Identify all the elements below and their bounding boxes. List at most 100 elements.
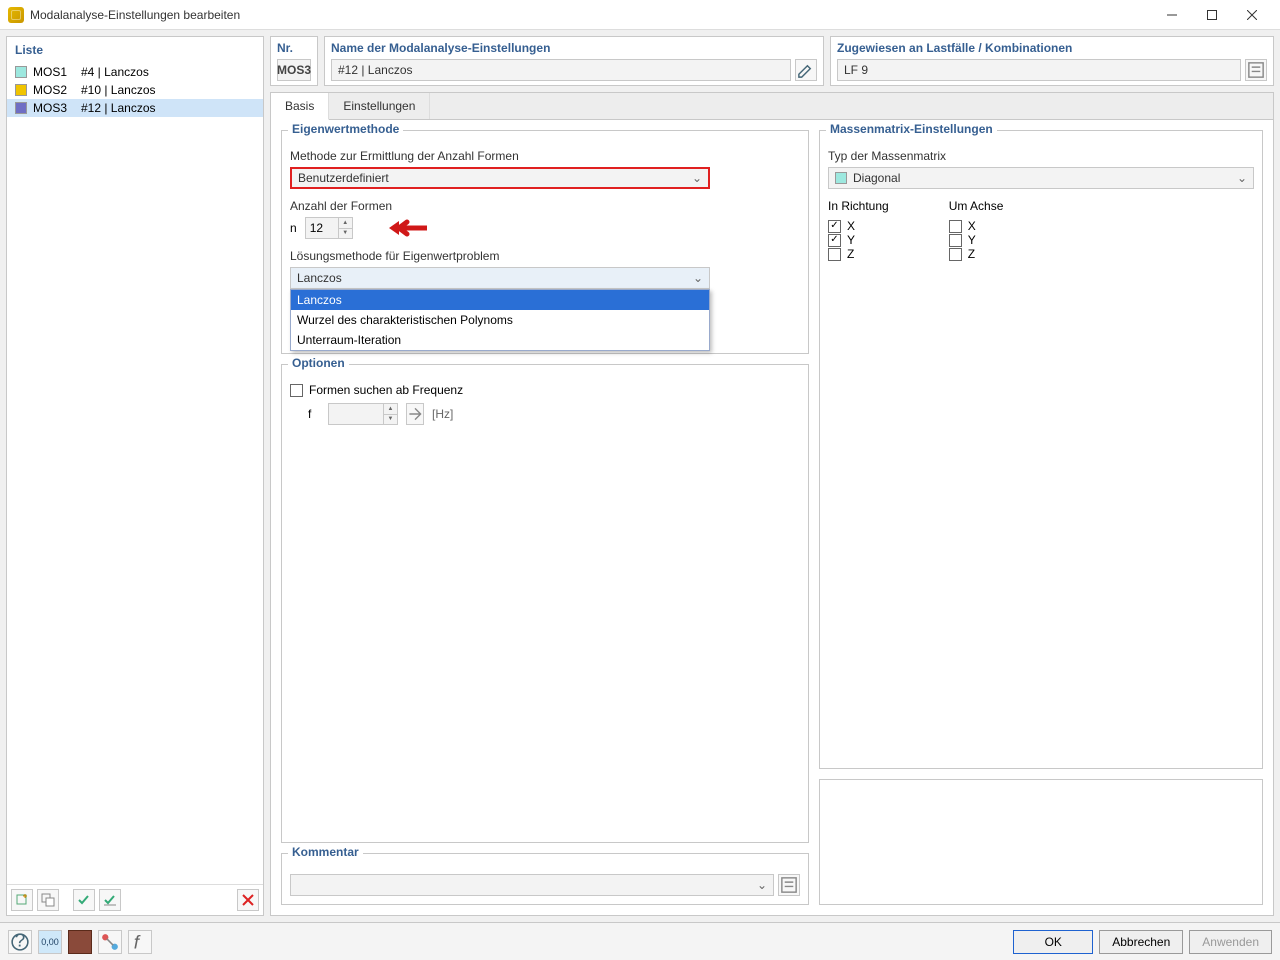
f-unit: [Hz] <box>432 407 453 421</box>
dir-z-checkbox[interactable] <box>828 248 841 261</box>
solver-option[interactable]: Lanczos <box>291 290 709 310</box>
list-toolbar <box>7 884 263 915</box>
axis-z-label: Z <box>968 247 975 261</box>
list-swatch <box>15 84 27 96</box>
method-label: Methode zur Ermittlung der Anzahl Formen <box>290 149 800 163</box>
f-spinner[interactable]: ▲▼ <box>328 403 398 425</box>
titlebar: Modalanalyse-Einstellungen bearbeiten <box>0 0 1280 30</box>
comment-library-button[interactable] <box>778 874 800 896</box>
dir-x-label: X <box>847 219 855 233</box>
tree-button[interactable] <box>98 930 122 954</box>
eigen-title: Eigenwertmethode <box>288 122 403 136</box>
minimize-button[interactable] <box>1152 0 1192 30</box>
freq-checkbox[interactable] <box>290 384 303 397</box>
list-panel: Liste MOS1#4 | LanczosMOS2#10 | LanczosM… <box>6 36 264 916</box>
new-button[interactable] <box>11 889 33 911</box>
tab-einstellungen[interactable]: Einstellungen <box>329 93 430 119</box>
list-swatch <box>15 66 27 78</box>
mass-type-label: Typ der Massenmatrix <box>828 149 1254 163</box>
check-all-button[interactable] <box>73 889 95 911</box>
cancel-button[interactable]: Abbrechen <box>1099 930 1183 954</box>
edit-name-button[interactable] <box>795 59 817 81</box>
list-body: MOS1#4 | Lanczos MOS2 #10 | Lanczos MOS3#12… <box>7 63 263 884</box>
count-value: 12 <box>310 221 323 235</box>
spin-up[interactable]: ▲ <box>338 218 352 229</box>
solver-option[interactable]: Unterraum-Iteration <box>291 330 709 350</box>
count-spinner[interactable]: 12 ▲▼ <box>305 217 353 239</box>
options-group: Optionen Formen suchen ab Frequenz f ▲▼ <box>281 364 809 843</box>
nr-cell: Nr. MOS3 <box>270 36 318 86</box>
chevron-down-icon: ⌄ <box>757 878 767 892</box>
close-button[interactable] <box>1232 0 1272 30</box>
delete-button[interactable] <box>237 889 259 911</box>
list-item[interactable]: MOS1#4 | Lanczos <box>7 63 263 81</box>
spin-down[interactable]: ▼ <box>338 229 352 239</box>
chevron-down-icon: ⌄ <box>693 271 703 285</box>
right-spacer-group <box>819 779 1263 905</box>
name-cell: Name der Modalanalyse-Einstellungen #12 … <box>324 36 824 86</box>
dir-heading: In Richtung <box>828 199 889 213</box>
list-item[interactable]: MOS3#12 | Lanczos <box>7 99 263 117</box>
spin-up[interactable]: ▲ <box>383 404 397 415</box>
comment-title: Kommentar <box>288 845 363 859</box>
svg-text:f: f <box>134 931 141 952</box>
mass-title: Massenmatrix-Einstellungen <box>826 122 997 136</box>
solver-option[interactable]: Wurzel des charakteristischen Polynoms <box>291 310 709 330</box>
tab-bar: BasisEinstellungen <box>271 93 1273 120</box>
f-pick-button[interactable] <box>406 403 424 425</box>
name-label: Name der Modalanalyse-Einstellungen <box>331 41 817 55</box>
mass-type-value: Diagonal <box>853 171 900 185</box>
list-swatch <box>15 102 27 114</box>
solver-dropdown[interactable]: Lanczos ⌄ <box>290 267 710 289</box>
method-dropdown[interactable]: Benutzerdefiniert ⌄ <box>290 167 710 189</box>
name-input[interactable]: #12 | Lanczos <box>331 59 791 81</box>
axis-x-checkbox[interactable] <box>949 220 962 233</box>
comment-group: Kommentar ⌄ <box>281 853 809 905</box>
massmatrix-group: Massenmatrix-Einstellungen Typ der Masse… <box>819 130 1263 769</box>
copy-button[interactable] <box>37 889 59 911</box>
assign-label: Zugewiesen an Lastfälle / Kombinationen <box>837 41 1267 55</box>
units-button[interactable]: 0,00 <box>38 930 62 954</box>
list-title: Liste <box>7 37 263 63</box>
f-label: f <box>308 407 320 421</box>
dir-x-checkbox[interactable] <box>828 220 841 233</box>
nr-label: Nr. <box>277 41 311 55</box>
header-row: Nr. MOS3 Name der Modalanalyse-Einstellu… <box>270 36 1274 86</box>
mass-type-dropdown[interactable]: Diagonal ⌄ <box>828 167 1254 189</box>
check-button[interactable] <box>99 889 121 911</box>
help-button[interactable]: ? <box>8 930 32 954</box>
apply-button[interactable]: Anwenden <box>1189 930 1272 954</box>
solver-label: Lösungsmethode für Eigenwertproblem <box>290 249 800 263</box>
app-icon <box>8 7 24 23</box>
solver-options-list: LanczosWurzel des charakteristischen Pol… <box>290 289 710 351</box>
dir-z-label: Z <box>847 247 854 261</box>
dir-y-checkbox[interactable] <box>828 234 841 247</box>
solver-value: Lanczos <box>297 271 342 285</box>
method-value: Benutzerdefiniert <box>298 171 389 185</box>
assign-picker-button[interactable] <box>1245 59 1267 81</box>
list-label: #10 | Lanczos <box>81 83 156 97</box>
axis-z-checkbox[interactable] <box>949 248 962 261</box>
list-code: MOS2 <box>33 83 75 97</box>
assign-value: LF 9 <box>837 59 1241 81</box>
annotation-arrow <box>385 218 427 238</box>
footer: ? 0,00 f OK Abbrechen Anwenden <box>0 922 1280 960</box>
nr-value: MOS3 <box>277 59 311 81</box>
function-button[interactable]: f <box>128 930 152 954</box>
ok-button[interactable]: OK <box>1013 930 1093 954</box>
list-item[interactable]: MOS2 #10 | Lanczos <box>7 81 263 99</box>
maximize-button[interactable] <box>1192 0 1232 30</box>
tab-basis[interactable]: Basis <box>271 93 329 120</box>
comment-dropdown[interactable]: ⌄ <box>290 874 774 896</box>
freq-label: Formen suchen ab Frequenz <box>309 383 463 397</box>
axis-heading: Um Achse <box>949 199 1004 213</box>
color-button[interactable] <box>68 930 92 954</box>
axis-y-checkbox[interactable] <box>949 234 962 247</box>
mass-type-swatch <box>835 172 847 184</box>
list-code: MOS3 <box>33 101 75 115</box>
list-label: #4 | Lanczos <box>81 65 149 79</box>
spin-down[interactable]: ▼ <box>383 415 397 425</box>
options-title: Optionen <box>288 356 349 370</box>
axis-x-label: X <box>968 219 976 233</box>
eigen-group: Eigenwertmethode Methode zur Ermittlung … <box>281 130 809 354</box>
